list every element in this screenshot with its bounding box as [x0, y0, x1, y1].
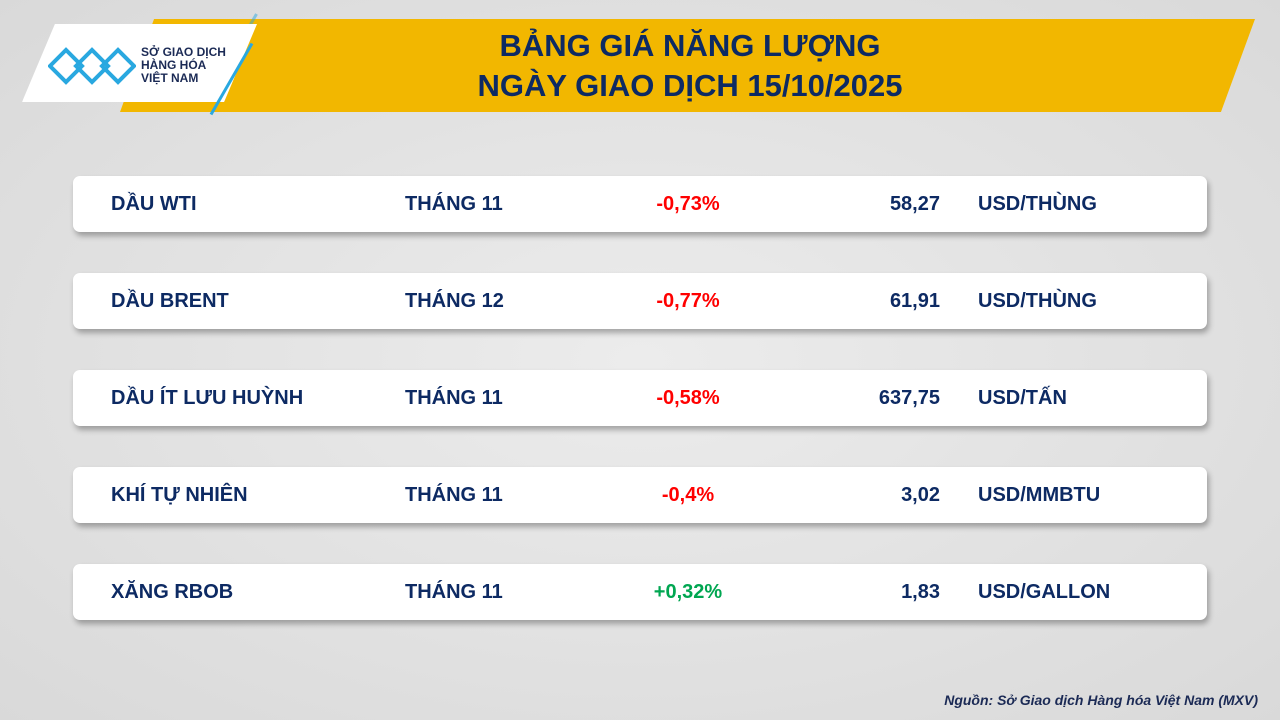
commodity-name: XĂNG RBOB — [111, 581, 234, 603]
logo-line: HÀNG HÓA — [141, 58, 207, 72]
logo-text: SỞ GIAO DỊCH HÀNG HÓA VIỆT NAM — [141, 46, 226, 85]
contract-month: THÁNG 11 — [405, 387, 503, 409]
price-row: DẦU WTI THÁNG 11 -0,73% 58,27 USD/THÙNG — [73, 176, 1207, 232]
commodity-name: DẦU BRENT — [111, 290, 229, 312]
commodity-name: KHÍ TỰ NHIÊN — [111, 484, 248, 506]
contract-month: THÁNG 11 — [405, 581, 503, 603]
contract-month: THÁNG 12 — [405, 290, 504, 312]
commodity-name: DẦU ÍT LƯU HUỲNH — [111, 387, 304, 409]
unit: USD/TẤN — [978, 387, 1067, 409]
unit: USD/MMBTU — [978, 484, 1101, 506]
change-percent: -0,77% — [656, 290, 720, 312]
price: 58,27 — [889, 193, 940, 215]
title-line-1: BẢNG GIÁ NĂNG LƯỢNG — [499, 28, 881, 63]
price: 61,91 — [889, 290, 940, 312]
price-row: XĂNG RBOB THÁNG 11 +0,32% 1,83 USD/GALLON — [73, 564, 1207, 620]
price-row: DẦU ÍT LƯU HUỲNH THÁNG 11 -0,58% 637,75 USD/… — [73, 370, 1207, 426]
contract-month: THÁNG 11 — [405, 484, 503, 506]
source-note: Nguồn: Sở Giao dịch Hàng hóa Việt Nam (M… — [944, 692, 1258, 708]
contract-month: THÁNG 11 — [405, 193, 503, 215]
price: 1,83 — [901, 581, 940, 603]
logo-mark-icon — [48, 47, 136, 85]
change-percent: +0,32% — [653, 581, 723, 603]
unit: USD/THÙNG — [978, 193, 1097, 215]
change-percent: -0,58% — [656, 387, 720, 409]
header-banner — [120, 19, 1255, 112]
price: 637,75 — [878, 387, 940, 409]
price: 3,02 — [901, 484, 940, 506]
change-percent: -0,73% — [656, 193, 720, 215]
unit: USD/GALLON — [978, 581, 1111, 603]
logo — [22, 24, 257, 102]
unit: USD/THÙNG — [978, 290, 1097, 312]
title-line-2: NGÀY GIAO DỊCH 15/10/2025 — [477, 68, 903, 103]
price-row: KHÍ TỰ NHIÊN THÁNG 11 -0,4% 3,02 USD/MMBTU — [73, 467, 1207, 523]
logo-line: VIỆT NAM — [141, 71, 199, 85]
change-percent: -0,4% — [661, 484, 715, 506]
commodity-name: DẦU WTI — [111, 193, 197, 215]
logo-line: SỞ GIAO DỊCH — [141, 45, 226, 59]
page-title: BẢNG GIÁ NĂNG LƯỢNG NGÀY GIAO DỊCH 15/10… — [300, 26, 1080, 106]
price-row: DẦU BRENT THÁNG 12 -0,77% 61,91 USD/THÙNG — [73, 273, 1207, 329]
